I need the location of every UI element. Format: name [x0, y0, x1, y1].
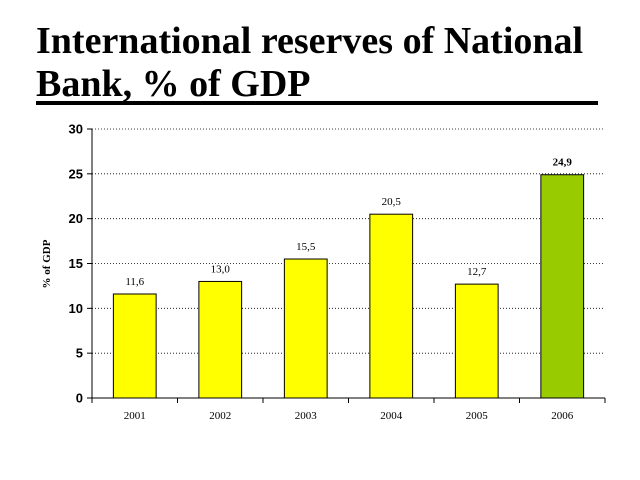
y-tick-label-25: 25	[69, 166, 83, 181]
x-tick-labels: 2001 2002 2003 2004 2005 2006	[124, 410, 574, 422]
data-label-2001: 11,6	[125, 276, 144, 288]
data-label-2004: 20,5	[382, 196, 402, 208]
x-tick-label-2005: 2005	[466, 410, 489, 422]
slide-title: International reserves of National Bank,…	[36, 20, 606, 106]
data-label-2003: 15,5	[296, 241, 316, 253]
data-label-2005: 12,7	[467, 266, 487, 278]
data-label-2002: 13,0	[211, 263, 231, 275]
y-tick-label-0: 0	[76, 391, 83, 406]
title-underline	[36, 101, 598, 105]
y-tick-labels: 0 5 10 15 20 25 30	[69, 122, 83, 406]
gridlines	[92, 128, 605, 354]
x-tick-label-2001: 2001	[124, 410, 146, 422]
bars	[112, 174, 585, 399]
bar-2003	[283, 258, 328, 399]
axes	[87, 128, 606, 403]
x-tick-label-2006: 2006	[551, 410, 574, 422]
data-labels: 11,6 13,0 15,5 20,5 12,7 24,9	[125, 157, 572, 288]
x-tick-label-2002: 2002	[209, 410, 231, 422]
y-tick-label-5: 5	[76, 346, 83, 361]
bar-2002	[198, 280, 243, 399]
y-tick-label-30: 30	[69, 122, 83, 137]
x-tick-label-2003: 2003	[295, 410, 318, 422]
bar-2005	[454, 283, 499, 399]
y-tick-label-20: 20	[69, 211, 83, 226]
data-label-2006: 24,9	[553, 157, 573, 169]
bar-2001	[112, 293, 157, 399]
x-tick-label-2004: 2004	[380, 410, 403, 422]
slide-title-line-2: Bank, % of GDP	[36, 63, 311, 105]
slide-title-line-1: International reserves of National	[36, 20, 584, 62]
y-axis-label: % of GDP	[41, 239, 53, 288]
y-tick-label-15: 15	[69, 256, 83, 271]
y-tick-label-10: 10	[69, 301, 83, 316]
bar-2004	[369, 213, 414, 399]
bar-2006	[540, 174, 585, 399]
